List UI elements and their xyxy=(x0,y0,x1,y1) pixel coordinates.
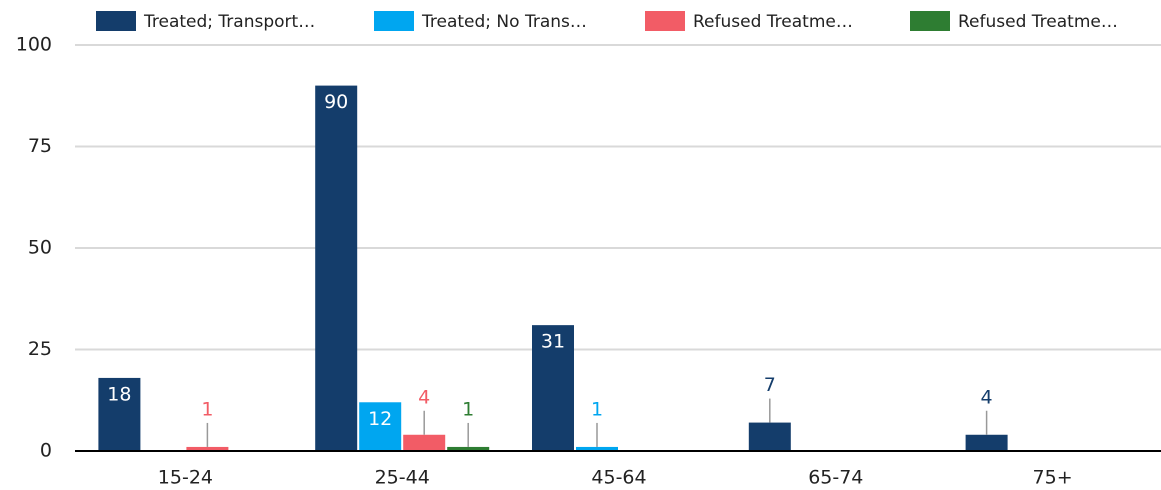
bar xyxy=(532,325,574,451)
legend-label: Refused Treatme… xyxy=(693,12,853,32)
data-label: 1 xyxy=(462,398,474,420)
bar xyxy=(98,377,141,451)
data-label: 31 xyxy=(541,331,565,353)
x-tick-label: 65-74 xyxy=(808,467,863,489)
legend-label: Treated; No Trans… xyxy=(421,12,587,32)
x-tick-label: 45-64 xyxy=(591,467,646,489)
y-tick-label: 100 xyxy=(16,34,52,56)
bar xyxy=(315,85,358,451)
bar xyxy=(576,446,618,451)
legend-swatch xyxy=(645,11,685,31)
data-label: 4 xyxy=(981,386,993,408)
bar xyxy=(359,402,402,451)
bar xyxy=(186,446,229,451)
y-tick-label: 25 xyxy=(28,338,52,360)
x-tick-label: 25-44 xyxy=(375,467,430,489)
bar xyxy=(403,434,446,451)
legend-swatch xyxy=(910,11,950,31)
legend-label: Refused Treatme… xyxy=(958,12,1118,32)
bar xyxy=(447,446,490,451)
x-tick-label: 15-24 xyxy=(158,467,213,489)
bar xyxy=(965,434,1008,451)
bar xyxy=(748,422,791,451)
x-tick-label: 75+ xyxy=(1033,467,1073,489)
data-label: 18 xyxy=(107,383,131,405)
y-tick-label: 50 xyxy=(28,237,52,259)
legend-label: Treated; Transport… xyxy=(143,12,315,32)
data-label: 90 xyxy=(324,91,348,113)
data-label: 1 xyxy=(591,398,603,420)
legend-swatch xyxy=(96,11,136,31)
data-label: 12 xyxy=(368,408,392,430)
legend-swatch xyxy=(374,11,414,31)
y-tick-label: 75 xyxy=(28,135,52,157)
data-label: 1 xyxy=(201,398,213,420)
data-label: 7 xyxy=(764,374,776,396)
y-tick-label: 0 xyxy=(40,440,52,462)
data-label: 4 xyxy=(418,386,430,408)
